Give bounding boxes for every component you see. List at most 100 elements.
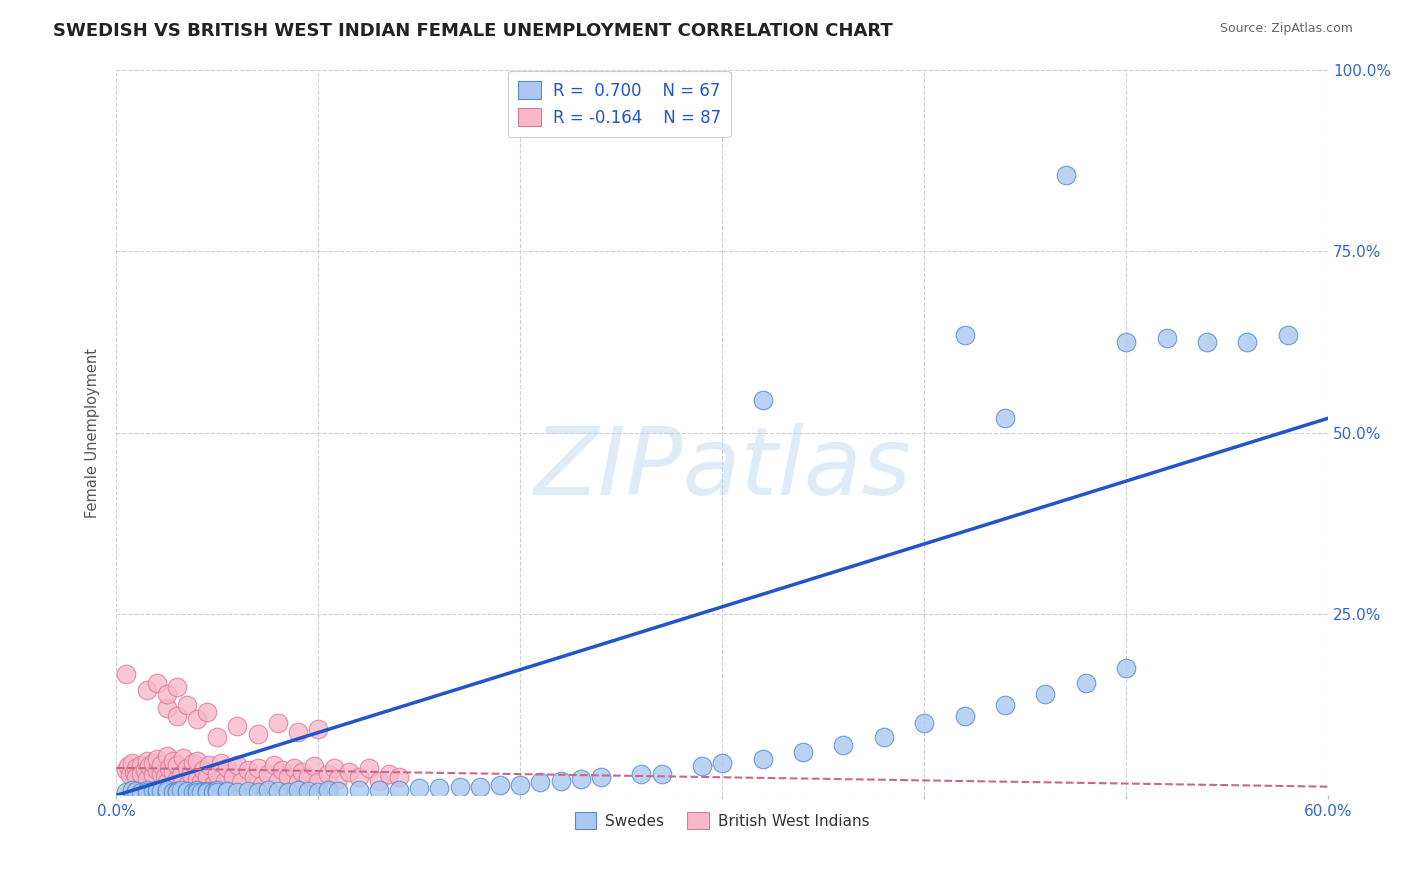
Point — [429, 781, 451, 796]
Point — [195, 785, 218, 799]
Point — [162, 754, 184, 768]
Point — [468, 780, 491, 794]
Point — [145, 676, 167, 690]
Point — [115, 785, 138, 799]
Point — [1054, 168, 1077, 182]
Point — [267, 715, 290, 730]
Point — [190, 775, 212, 789]
Point — [256, 766, 278, 780]
Point — [166, 785, 188, 799]
Point — [569, 772, 592, 787]
Point — [195, 770, 218, 784]
Point — [134, 763, 156, 777]
Point — [138, 759, 160, 773]
Point — [142, 756, 165, 770]
Point — [156, 701, 179, 715]
Point — [124, 765, 146, 780]
Point — [207, 785, 229, 799]
Point — [246, 761, 269, 775]
Point — [120, 768, 142, 782]
Point — [994, 411, 1017, 425]
Point — [172, 750, 194, 764]
Point — [323, 761, 346, 775]
Point — [115, 666, 138, 681]
Point — [449, 780, 471, 794]
Point — [121, 756, 143, 770]
Point — [156, 782, 179, 797]
Point — [156, 785, 179, 799]
Point — [873, 731, 896, 745]
Point — [1195, 334, 1218, 349]
Point — [388, 782, 411, 797]
Point — [489, 778, 512, 792]
Point — [236, 763, 259, 777]
Point — [156, 687, 179, 701]
Point — [145, 763, 167, 777]
Point — [207, 783, 229, 797]
Point — [186, 772, 208, 787]
Point — [195, 705, 218, 719]
Point — [291, 765, 314, 780]
Point — [287, 724, 309, 739]
Point — [217, 761, 239, 775]
Point — [408, 781, 430, 796]
Point — [129, 785, 152, 799]
Point — [690, 759, 713, 773]
Point — [209, 756, 232, 770]
Point — [149, 784, 172, 798]
Point — [302, 759, 325, 773]
Point — [236, 784, 259, 798]
Point — [226, 719, 249, 733]
Point — [166, 758, 188, 772]
Point — [156, 748, 179, 763]
Point — [145, 785, 167, 799]
Point — [186, 785, 208, 799]
Point — [378, 766, 401, 780]
Point — [190, 785, 212, 799]
Point — [277, 785, 299, 799]
Point — [181, 756, 204, 770]
Point — [1115, 334, 1137, 349]
Point — [246, 785, 269, 799]
Point — [191, 763, 214, 777]
Point — [149, 766, 172, 780]
Point — [318, 783, 340, 797]
Point — [287, 783, 309, 797]
Point — [153, 770, 176, 784]
Point — [162, 785, 184, 799]
Point — [142, 784, 165, 798]
Point — [202, 778, 225, 792]
Point — [156, 775, 179, 789]
Point — [217, 784, 239, 798]
Point — [270, 763, 292, 777]
Point — [630, 766, 652, 780]
Point — [994, 698, 1017, 712]
Point — [117, 759, 139, 773]
Point — [166, 708, 188, 723]
Point — [307, 785, 329, 799]
Point — [226, 758, 249, 772]
Point — [953, 708, 976, 723]
Point — [226, 785, 249, 799]
Point — [142, 768, 165, 782]
Point — [283, 761, 305, 775]
Point — [953, 327, 976, 342]
Point — [231, 775, 253, 789]
Point — [297, 770, 319, 784]
Point — [912, 715, 935, 730]
Point — [166, 784, 188, 798]
Point — [135, 772, 157, 787]
Point — [198, 758, 221, 772]
Point — [550, 773, 572, 788]
Point — [162, 765, 184, 780]
Point — [121, 783, 143, 797]
Point — [250, 778, 273, 792]
Point — [176, 698, 198, 712]
Point — [307, 775, 329, 789]
Point — [170, 783, 193, 797]
Point — [166, 680, 188, 694]
Point — [125, 784, 148, 798]
Point — [832, 738, 855, 752]
Point — [135, 754, 157, 768]
Point — [242, 770, 264, 784]
